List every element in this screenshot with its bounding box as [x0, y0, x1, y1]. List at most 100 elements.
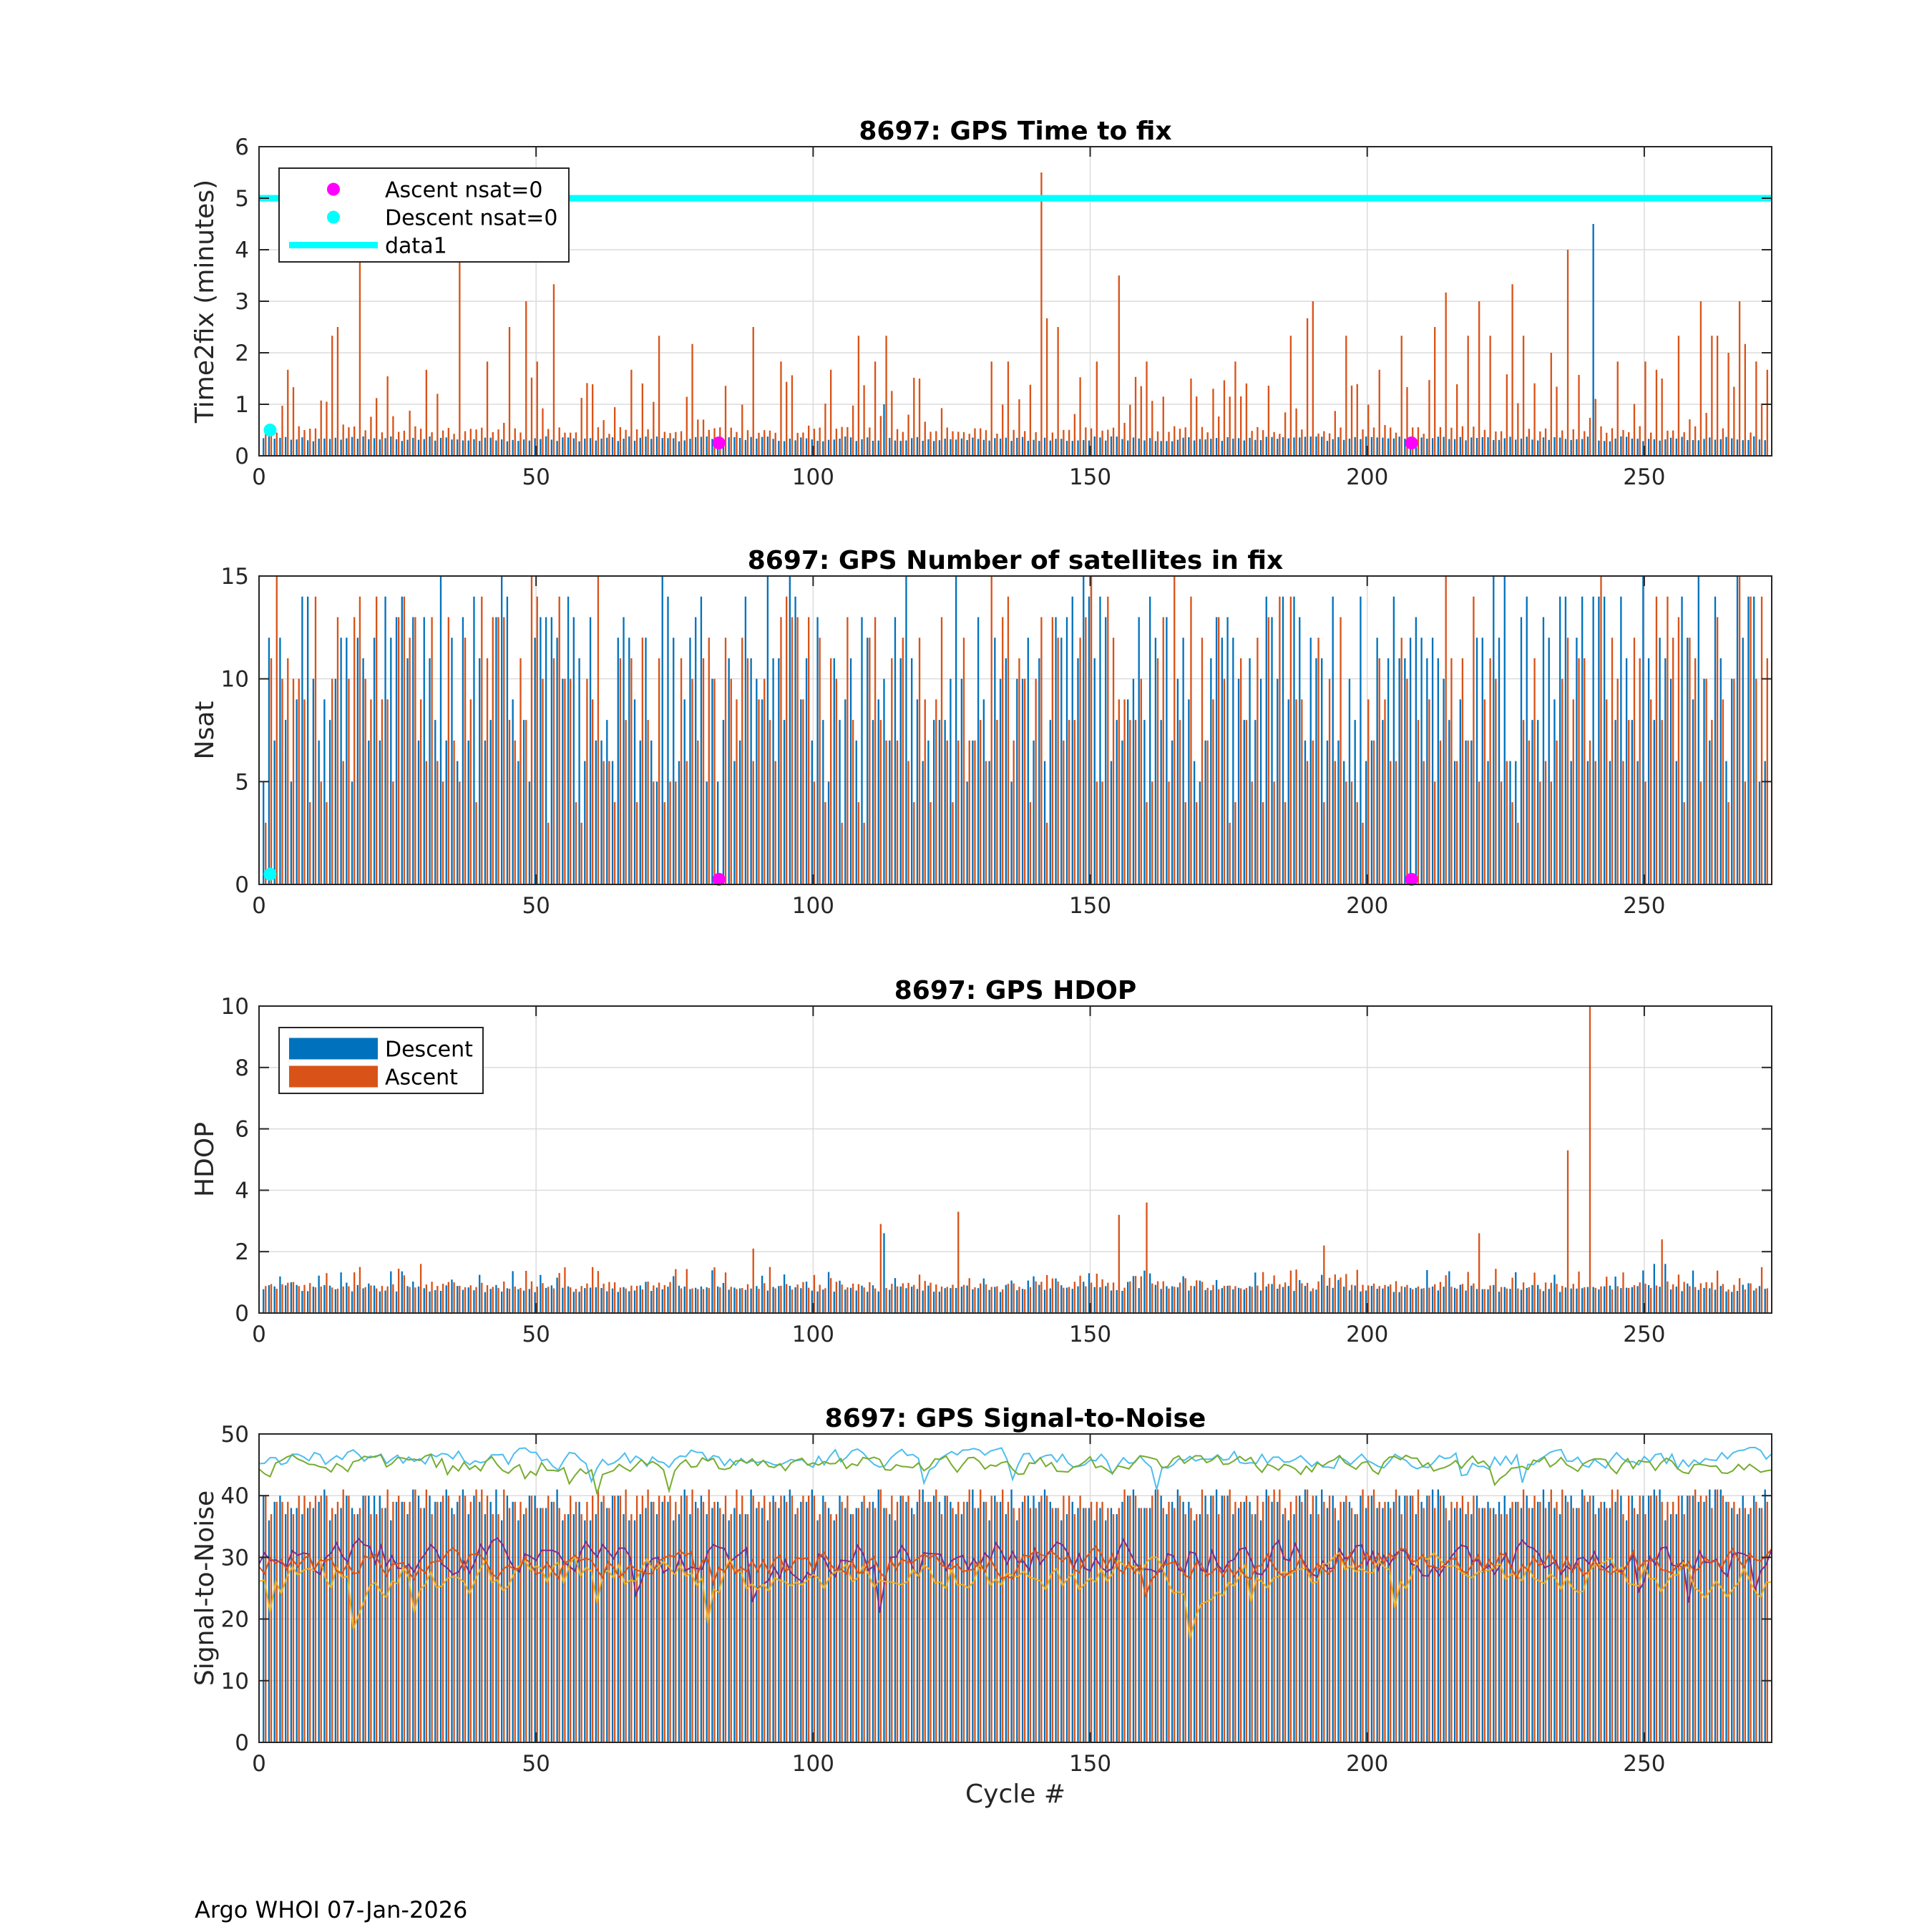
- bar-descent: [867, 638, 869, 884]
- bar-descent: [877, 1489, 879, 1742]
- bar-ascent: [1550, 1282, 1552, 1313]
- bar-ascent: [990, 1287, 992, 1313]
- bar-descent: [1426, 1496, 1428, 1742]
- bar-ascent: [1423, 1288, 1425, 1313]
- bar-descent: [1598, 1508, 1600, 1742]
- bar-ascent: [780, 361, 782, 456]
- bar-descent: [1625, 658, 1628, 884]
- bar-descent: [1382, 1508, 1384, 1742]
- x-tick-label: 200: [1346, 464, 1388, 490]
- bar-descent: [711, 439, 713, 456]
- bar-descent: [1149, 1273, 1151, 1313]
- bar-descent: [567, 1514, 570, 1742]
- bar-ascent: [1035, 1508, 1037, 1742]
- bar-ascent: [1013, 1508, 1015, 1742]
- bar-ascent: [358, 258, 361, 456]
- bar-descent: [1132, 437, 1135, 456]
- bar-descent: [1553, 699, 1556, 884]
- bar-descent: [1365, 761, 1367, 884]
- bar-ascent: [575, 802, 577, 884]
- bar-ascent: [686, 396, 688, 456]
- bar-ascent: [570, 1496, 572, 1742]
- bar-ascent: [331, 1287, 333, 1313]
- bar-descent: [1116, 720, 1118, 884]
- bar-ascent: [1201, 638, 1204, 884]
- bar-descent: [1287, 1520, 1289, 1742]
- bar-ascent: [1711, 336, 1713, 456]
- bar-descent: [1404, 1287, 1406, 1313]
- bar-descent: [1221, 441, 1223, 456]
- bar-ascent: [309, 429, 311, 456]
- bar-ascent: [1566, 1150, 1569, 1313]
- bar-ascent: [1362, 822, 1364, 884]
- legend-label: Descent nsat=0: [385, 206, 557, 231]
- bar-ascent: [1428, 1287, 1430, 1313]
- bar-ascent: [1539, 1289, 1541, 1313]
- bar-descent: [1614, 720, 1616, 884]
- bar-descent: [1719, 1286, 1722, 1313]
- bar-descent: [1675, 438, 1677, 456]
- bar-ascent: [1733, 1284, 1735, 1313]
- bar-ascent: [1134, 1496, 1137, 1742]
- y-tick-label: 2: [235, 341, 249, 366]
- bar-descent: [683, 699, 686, 884]
- bar-descent: [312, 678, 315, 884]
- bar-descent: [1387, 1286, 1390, 1313]
- bar-descent: [994, 638, 996, 884]
- bar-descent: [417, 740, 420, 884]
- bar-descent: [1116, 436, 1118, 456]
- bar-descent: [1326, 1285, 1329, 1313]
- bar-ascent: [1273, 781, 1275, 884]
- bar-descent: [861, 1285, 863, 1313]
- bar-descent: [1093, 658, 1096, 884]
- bar-descent: [301, 596, 303, 884]
- bar-descent: [1470, 437, 1473, 456]
- bar-descent: [1232, 439, 1234, 456]
- bar-descent: [911, 658, 913, 884]
- bar-ascent: [436, 394, 439, 456]
- bar-ascent: [1677, 336, 1680, 456]
- bar-descent: [1475, 1289, 1478, 1313]
- bar-ascent: [1151, 401, 1153, 456]
- bar-ascent: [1362, 429, 1364, 456]
- bar-descent: [722, 1282, 725, 1313]
- bar-ascent: [918, 1274, 921, 1313]
- bar-descent: [1764, 1289, 1766, 1313]
- bar-descent: [1503, 1287, 1506, 1313]
- bar-ascent: [1750, 1508, 1752, 1742]
- bar-ascent: [1384, 1501, 1386, 1742]
- bar-descent: [1188, 437, 1190, 456]
- bar-ascent: [730, 678, 732, 884]
- bar-ascent: [570, 1287, 572, 1313]
- bar-descent: [916, 1501, 919, 1742]
- x-tick-label: 200: [1346, 1322, 1388, 1347]
- bar-ascent: [1051, 432, 1054, 456]
- bar-descent: [1016, 1520, 1018, 1742]
- bar-descent: [1398, 1496, 1400, 1742]
- bar-descent: [761, 699, 763, 884]
- bar-ascent: [608, 434, 610, 456]
- bar-descent: [1176, 678, 1179, 884]
- bar-descent: [1420, 1288, 1423, 1313]
- bar-descent: [673, 638, 675, 884]
- bar-descent: [268, 638, 270, 884]
- bar-ascent: [1306, 1489, 1309, 1742]
- bar-descent: [738, 1288, 741, 1313]
- bar-descent: [406, 439, 409, 456]
- y-tick-label: 8: [235, 1055, 249, 1081]
- bar-ascent: [1584, 431, 1586, 456]
- bar-ascent: [990, 1496, 992, 1742]
- bar-descent: [1337, 1279, 1340, 1313]
- bar-ascent: [1727, 1501, 1729, 1742]
- bar-ascent: [702, 1289, 705, 1313]
- bar-ascent: [370, 1285, 372, 1313]
- bar-descent: [1315, 1496, 1317, 1742]
- bar-ascent: [1750, 432, 1752, 456]
- bar-ascent: [1267, 1496, 1270, 1742]
- bar-ascent: [1107, 1508, 1109, 1742]
- bar-descent: [1282, 1287, 1284, 1313]
- bar-ascent: [1040, 1496, 1043, 1742]
- bar-ascent: [1090, 428, 1093, 456]
- bar-ascent: [1279, 434, 1281, 456]
